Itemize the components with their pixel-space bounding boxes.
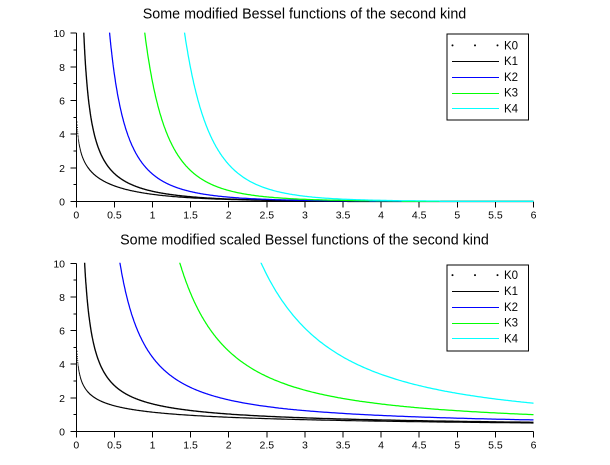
svg-text:10: 10 (53, 258, 65, 270)
svg-text:5.5: 5.5 (488, 440, 503, 452)
svg-text:0.5: 0.5 (107, 210, 122, 222)
svg-text:6: 6 (59, 95, 65, 107)
svg-text:K2: K2 (504, 72, 518, 84)
svg-text:4: 4 (378, 210, 384, 222)
svg-text:2: 2 (226, 440, 232, 452)
svg-text:6: 6 (59, 326, 65, 338)
svg-text:0.5: 0.5 (107, 440, 122, 452)
svg-text:K4: K4 (504, 103, 519, 115)
svg-text:0: 0 (73, 440, 79, 452)
svg-text:K4: K4 (504, 334, 519, 346)
svg-text:4: 4 (59, 129, 65, 141)
svg-text:K0: K0 (504, 270, 518, 282)
svg-text:K3: K3 (504, 88, 518, 100)
svg-text:8: 8 (59, 292, 65, 304)
svg-text:1: 1 (150, 210, 156, 222)
svg-text:4.5: 4.5 (412, 440, 427, 452)
svg-text:6: 6 (531, 210, 537, 222)
svg-text:3.5: 3.5 (336, 210, 351, 222)
svg-text:2: 2 (59, 393, 65, 405)
svg-text:1: 1 (150, 440, 156, 452)
svg-text:5.5: 5.5 (488, 210, 503, 222)
svg-text:4.5: 4.5 (412, 210, 427, 222)
svg-text:4: 4 (59, 359, 65, 371)
svg-text:2: 2 (59, 163, 65, 175)
svg-text:10: 10 (53, 28, 65, 40)
svg-text:3: 3 (302, 440, 308, 452)
svg-text:5: 5 (454, 210, 460, 222)
svg-text:2.5: 2.5 (259, 440, 274, 452)
svg-text:0: 0 (59, 196, 65, 208)
svg-text:4: 4 (378, 440, 384, 452)
svg-text:5: 5 (454, 440, 460, 452)
svg-text:3: 3 (302, 210, 308, 222)
svg-text:K0: K0 (504, 40, 518, 52)
svg-text:K1: K1 (504, 56, 518, 68)
svg-text:Some modified Bessel functions: Some modified Bessel functions of the se… (143, 7, 467, 23)
svg-text:K1: K1 (504, 286, 518, 298)
svg-text:1.5: 1.5 (183, 210, 198, 222)
svg-text:3.5: 3.5 (336, 440, 351, 452)
svg-text:0: 0 (73, 210, 79, 222)
svg-text:8: 8 (59, 62, 65, 74)
svg-text:2: 2 (226, 210, 232, 222)
svg-text:Some modified scaled Bessel fu: Some modified scaled Bessel functions of… (120, 232, 489, 248)
svg-text:0: 0 (59, 426, 65, 438)
svg-text:1.5: 1.5 (183, 440, 198, 452)
svg-text:K2: K2 (504, 302, 518, 314)
svg-text:2.5: 2.5 (259, 210, 274, 222)
svg-text:K3: K3 (504, 318, 518, 330)
svg-text:6: 6 (531, 440, 537, 452)
